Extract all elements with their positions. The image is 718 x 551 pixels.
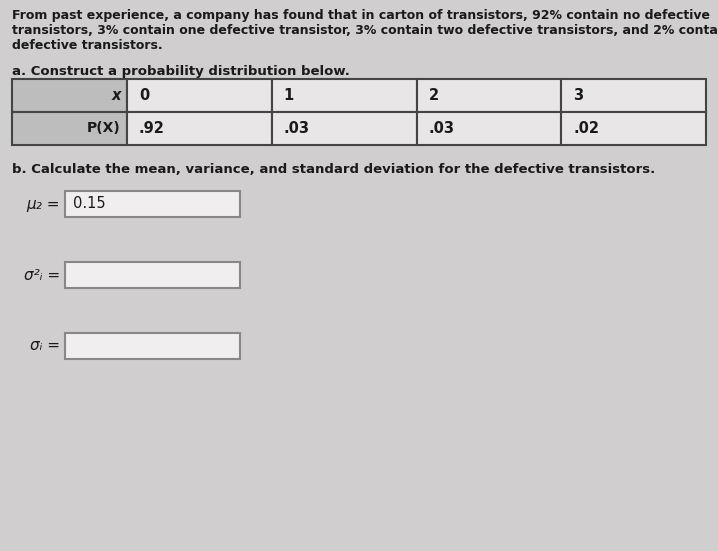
Text: defective transistors.: defective transistors.	[12, 39, 162, 52]
Text: transistors, 3% contain one defective transistor, 3% contain two defective trans: transistors, 3% contain one defective tr…	[12, 24, 718, 37]
Text: σ²ᵢ =: σ²ᵢ =	[24, 267, 60, 283]
Bar	[65, 333, 240, 359]
Bar	[65, 262, 240, 288]
Bar	[561, 79, 706, 112]
Text: .92: .92	[139, 121, 165, 136]
Text: μ₂ =: μ₂ =	[27, 197, 60, 212]
Bar	[127, 79, 271, 112]
Bar	[416, 79, 561, 112]
Text: x: x	[111, 88, 121, 103]
Bar	[127, 112, 271, 145]
Bar	[65, 191, 240, 217]
Bar	[271, 79, 416, 112]
Text: .02: .02	[573, 121, 600, 136]
Text: 2: 2	[429, 88, 439, 103]
Text: b. Calculate the mean, variance, and standard deviation for the defective transi: b. Calculate the mean, variance, and sta…	[12, 163, 656, 176]
Bar	[12, 112, 127, 145]
Bar	[561, 112, 706, 145]
Text: From past experience, a company has found that in carton of transistors, 92% con: From past experience, a company has foun…	[12, 9, 710, 22]
Text: 0.15: 0.15	[73, 197, 106, 212]
Text: .03: .03	[284, 121, 309, 136]
Bar	[416, 112, 561, 145]
Text: σᵢ =: σᵢ =	[30, 338, 60, 354]
Text: 1: 1	[284, 88, 294, 103]
Bar	[12, 79, 127, 112]
Text: .03: .03	[429, 121, 454, 136]
Text: 0: 0	[139, 88, 149, 103]
Text: P(X): P(X)	[88, 122, 121, 136]
Text: 3: 3	[573, 88, 583, 103]
Bar	[271, 112, 416, 145]
Text: a. Construct a probability distribution below.: a. Construct a probability distribution …	[12, 65, 350, 78]
